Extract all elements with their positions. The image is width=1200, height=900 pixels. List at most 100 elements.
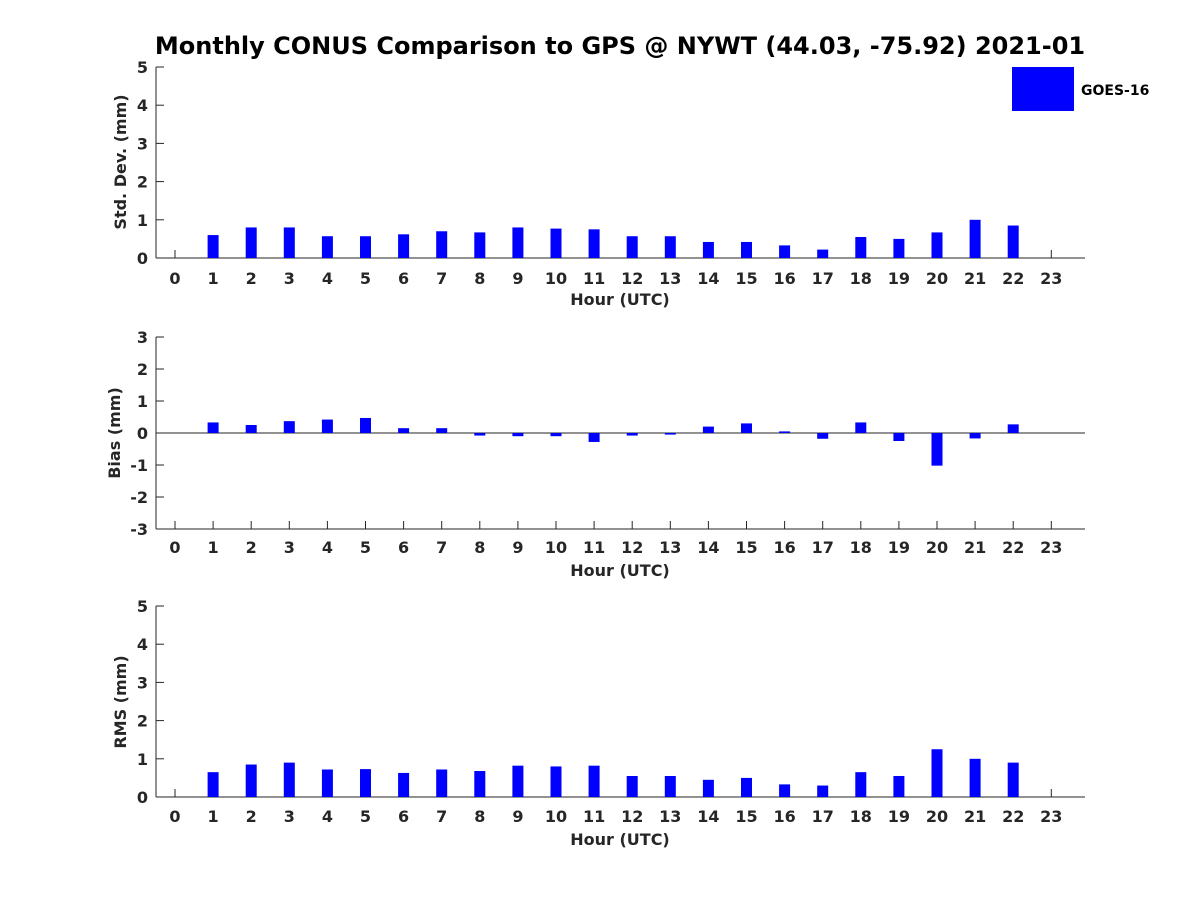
x-tick-label-rms: 19 bbox=[888, 807, 910, 826]
bar-rms-hour-21 bbox=[969, 758, 981, 797]
x-tick-label-bias: 8 bbox=[474, 538, 485, 557]
x-tick-label-rms: 9 bbox=[512, 807, 523, 826]
bar-bias-hour-3 bbox=[283, 421, 295, 433]
x-tick-label-std-dev: 19 bbox=[888, 269, 910, 288]
bar-bias-hour-4 bbox=[321, 419, 333, 433]
bar-rms-hour-22 bbox=[1007, 762, 1019, 797]
x-tick-label-rms: 20 bbox=[926, 807, 948, 826]
bar-std-dev-hour-19 bbox=[893, 238, 905, 258]
bar-bias-hour-8 bbox=[474, 433, 486, 436]
x-tick-label-bias: 10 bbox=[545, 538, 567, 557]
bar-rms-hour-2 bbox=[245, 764, 257, 797]
x-tick-label-bias: 19 bbox=[888, 538, 910, 557]
bar-std-dev-hour-13 bbox=[664, 236, 676, 258]
x-tick-label-bias: 23 bbox=[1040, 538, 1062, 557]
bar-std-dev-hour-16 bbox=[779, 245, 791, 258]
x-tick-label-rms: 22 bbox=[1002, 807, 1024, 826]
y-tick-label-bias: -3 bbox=[130, 520, 148, 539]
ylabel-bias: Bias (mm) bbox=[105, 387, 124, 479]
y-tick-label-rms: 0 bbox=[137, 788, 148, 807]
x-tick-label-bias: 13 bbox=[659, 538, 681, 557]
x-tick-label-rms: 4 bbox=[322, 807, 333, 826]
bar-bias-hour-12 bbox=[626, 433, 638, 436]
x-tick-label-std-dev: 4 bbox=[322, 269, 333, 288]
y-tick-label-std-dev: 2 bbox=[137, 173, 148, 192]
bar-std-dev-hour-7 bbox=[436, 231, 448, 258]
y-tick-label-bias: -1 bbox=[130, 456, 148, 475]
bar-rms-hour-11 bbox=[588, 765, 600, 797]
bar-bias-hour-10 bbox=[550, 433, 562, 437]
x-tick-label-rms: 10 bbox=[545, 807, 567, 826]
bar-std-dev-hour-14 bbox=[702, 241, 714, 258]
bar-rms-hour-16 bbox=[779, 784, 791, 797]
bar-std-dev-hour-2 bbox=[245, 227, 257, 258]
y-tick-label-bias: 3 bbox=[137, 328, 148, 347]
bar-std-dev-hour-22 bbox=[1007, 225, 1019, 258]
x-tick-label-bias: 7 bbox=[436, 538, 447, 557]
x-tick-label-std-dev: 14 bbox=[697, 269, 719, 288]
x-tick-label-std-dev: 22 bbox=[1002, 269, 1024, 288]
x-tick-label-bias: 12 bbox=[621, 538, 643, 557]
bar-std-dev-hour-1 bbox=[207, 235, 219, 258]
x-tick-label-rms: 7 bbox=[436, 807, 447, 826]
x-tick-label-std-dev: 7 bbox=[436, 269, 447, 288]
legend: GOES-16 bbox=[1012, 67, 1149, 111]
bar-bias-hour-2 bbox=[245, 425, 257, 433]
x-tick-label-std-dev: 0 bbox=[169, 269, 180, 288]
x-tick-label-std-dev: 18 bbox=[850, 269, 872, 288]
bar-bias-hour-9 bbox=[512, 433, 524, 437]
x-tick-label-rms: 8 bbox=[474, 807, 485, 826]
bar-rms-hour-15 bbox=[741, 777, 752, 797]
legend-swatch bbox=[1012, 67, 1074, 111]
x-tick-label-rms: 1 bbox=[208, 807, 219, 826]
x-tick-label-bias: 14 bbox=[697, 538, 719, 557]
x-tick-label-std-dev: 3 bbox=[284, 269, 295, 288]
x-tick-label-bias: 15 bbox=[735, 538, 757, 557]
x-tick-label-std-dev: 13 bbox=[659, 269, 681, 288]
x-tick-label-std-dev: 21 bbox=[964, 269, 986, 288]
x-tick-label-bias: 21 bbox=[964, 538, 986, 557]
bar-bias-hour-14 bbox=[702, 426, 714, 433]
x-tick-label-bias: 20 bbox=[926, 538, 948, 557]
y-tick-label-bias: -2 bbox=[130, 488, 148, 507]
x-tick-label-std-dev: 8 bbox=[474, 269, 485, 288]
bar-rms-hour-14 bbox=[702, 779, 714, 797]
bar-bias-hour-20 bbox=[931, 433, 943, 466]
bar-std-dev-hour-8 bbox=[474, 232, 486, 258]
xlabel-bias: Hour (UTC) bbox=[570, 561, 670, 580]
bar-bias-hour-22 bbox=[1007, 424, 1019, 433]
x-tick-label-rms: 5 bbox=[360, 807, 371, 826]
bar-bias-hour-13 bbox=[664, 433, 676, 435]
x-tick-label-rms: 6 bbox=[398, 807, 409, 826]
bar-rms-hour-20 bbox=[931, 749, 943, 797]
bar-bias-hour-17 bbox=[817, 433, 829, 439]
x-tick-label-rms: 13 bbox=[659, 807, 681, 826]
bar-rms-hour-5 bbox=[360, 769, 371, 797]
bar-rms-hour-9 bbox=[512, 765, 524, 797]
bar-bias-hour-6 bbox=[398, 428, 410, 433]
bar-bias-hour-7 bbox=[436, 428, 448, 433]
bar-std-dev-hour-3 bbox=[283, 227, 295, 258]
x-tick-label-std-dev: 10 bbox=[545, 269, 567, 288]
x-tick-label-rms: 17 bbox=[812, 807, 834, 826]
x-tick-label-std-dev: 5 bbox=[360, 269, 371, 288]
y-tick-label-std-dev: 3 bbox=[137, 134, 148, 153]
bar-rms-hour-10 bbox=[550, 766, 562, 797]
x-tick-label-bias: 17 bbox=[812, 538, 834, 557]
bar-rms-hour-18 bbox=[855, 772, 867, 797]
y-tick-label-bias: 0 bbox=[137, 424, 148, 443]
x-tick-label-std-dev: 16 bbox=[773, 269, 795, 288]
bar-std-dev-hour-6 bbox=[398, 234, 410, 258]
bar-bias-hour-19 bbox=[893, 433, 905, 441]
bar-std-dev-hour-10 bbox=[550, 228, 562, 258]
x-tick-label-std-dev: 1 bbox=[208, 269, 219, 288]
bar-rms-hour-13 bbox=[664, 775, 676, 797]
y-tick-label-rms: 5 bbox=[137, 597, 148, 616]
y-tick-label-rms: 1 bbox=[137, 750, 148, 769]
y-tick-label-std-dev: 5 bbox=[137, 58, 148, 77]
x-tick-label-rms: 18 bbox=[850, 807, 872, 826]
bar-bias-hour-18 bbox=[855, 422, 867, 433]
